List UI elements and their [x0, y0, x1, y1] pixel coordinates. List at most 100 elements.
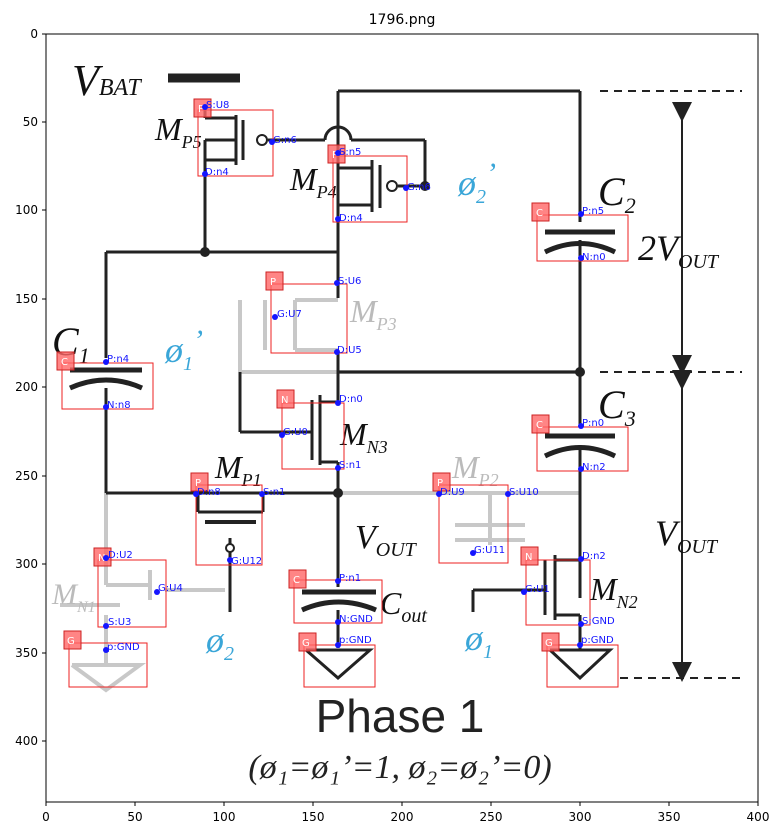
pin-label: G:U0 — [283, 427, 308, 438]
y-axis — [42, 33, 46, 742]
svg-text:N: N — [525, 552, 532, 563]
tag-gnd2: G — [298, 632, 317, 652]
tag-c1: C — [56, 351, 75, 371]
junction-dots — [200, 181, 585, 498]
pin-label: p:GND — [107, 642, 140, 653]
pin-label: P:n1 — [339, 573, 361, 584]
svg-text:P: P — [270, 277, 276, 288]
phi2-label: ø2 — [205, 620, 234, 665]
pin-label: P:n5 — [582, 206, 604, 217]
tag-c2: C — [531, 202, 550, 222]
svg-text:G: G — [302, 638, 310, 649]
svg-text:P: P — [195, 478, 201, 489]
mn2-label: MN2 — [589, 571, 638, 612]
bbox-gnd1 — [68, 642, 148, 688]
svg-text:G: G — [67, 636, 75, 647]
pin-label: D:n4 — [339, 213, 363, 224]
pin-dots — [103, 104, 584, 653]
mp3-label: MP3 — [349, 293, 397, 334]
pin-label: P:n0 — [582, 418, 604, 429]
two-vout-label: 2VOUT — [638, 228, 720, 273]
pin-label: S:n1 — [339, 460, 361, 471]
bubble-circles — [225, 134, 398, 553]
x-tick-labels: 0 50 100 150 200 250 300 350 400 — [42, 810, 769, 824]
svg-text:C: C — [536, 420, 543, 431]
y-tick-label: 150 — [15, 292, 38, 306]
annotation-overlays: P P C P C N C P P N C N G G G — [56, 98, 629, 688]
tag-mn3: N — [276, 389, 295, 409]
y-tick-label: 100 — [15, 203, 38, 217]
tag-mp3: P — [265, 271, 284, 291]
pin-label: S:n5 — [339, 147, 361, 158]
x-axis — [45, 802, 759, 806]
tag-gnd3: G — [541, 632, 560, 652]
pin-label: D:U5 — [337, 345, 362, 356]
mp5-label: MP5 — [154, 111, 202, 152]
cout-label: Cout — [380, 585, 427, 627]
pin-label: S:U8 — [206, 100, 229, 111]
x-tick-label: 350 — [658, 810, 681, 824]
pin-label: D:U2 — [108, 550, 133, 561]
pin-label: N:n8 — [107, 400, 131, 411]
mn1-label: MN1 — [51, 578, 96, 616]
tag-mn1: N — [93, 547, 112, 567]
svg-text:C: C — [536, 208, 543, 219]
bbox-mp2 — [438, 484, 509, 564]
y-tick-label: 300 — [15, 557, 38, 571]
c3-label: C3 — [598, 382, 636, 431]
bbox-mn1 — [97, 559, 167, 628]
pin-label: G:n6 — [273, 135, 297, 146]
y-tick-label: 200 — [15, 380, 38, 394]
pin-label: D:n8 — [197, 487, 221, 498]
bbox-mp3 — [270, 283, 348, 354]
phi2-prime-label: ø2’ — [457, 157, 496, 208]
pin-label: S:U10 — [509, 487, 539, 498]
x-tick-label: 50 — [127, 810, 142, 824]
tag-mp1: P — [190, 472, 209, 492]
svg-text:P: P — [198, 104, 204, 115]
pin-label: G:U4 — [158, 583, 183, 594]
pin-label: G:U11 — [474, 545, 505, 556]
pin-label: G:U12 — [231, 556, 262, 567]
pin-label: N:n0 — [582, 252, 606, 263]
voltage-markers — [600, 90, 742, 682]
type-tags: P P C P C N C P P N C N G G G — [56, 98, 560, 652]
inactive-wires — [60, 298, 580, 693]
x-tick-label: 150 — [302, 810, 325, 824]
vbat-label: VBAT — [72, 56, 142, 105]
axes-frame — [45, 33, 759, 803]
x-tick-label: 300 — [569, 810, 592, 824]
mp4-label: MP4 — [289, 161, 337, 202]
bbox-mp1 — [195, 484, 263, 566]
right-vout-label: VOUT — [655, 513, 719, 558]
pin-label: p:GND — [581, 635, 614, 646]
x-tick-label: 100 — [213, 810, 236, 824]
c2-label: C2 — [598, 169, 636, 218]
pin-label: G:n6 — [407, 182, 431, 193]
pin-label: N:GND — [339, 614, 373, 625]
pin-labels: S:U8 G:n6 D:n4 S:n5 G:n6 D:n4 P:n5 N:n0 … — [107, 100, 615, 653]
phi1-prime-label: ø1’ — [164, 324, 203, 375]
x-tick-label: 200 — [391, 810, 414, 824]
y-tick-label: 250 — [15, 469, 38, 483]
svg-text:C: C — [61, 357, 68, 368]
y-tick-labels: 0 50 100 150 200 250 300 350 400 — [15, 27, 38, 748]
pin-label: D:U9 — [440, 487, 465, 498]
svg-text:P: P — [332, 150, 338, 161]
y-tick-label: 0 — [30, 27, 38, 41]
y-tick-label: 350 — [15, 646, 38, 660]
tag-mp2: P — [432, 472, 451, 492]
phase-condition: (ø₁=ø₁’=1, ø₂=ø₂’=0) — [248, 749, 551, 786]
pin-label: D:n2 — [582, 551, 606, 562]
y-tick-label: 400 — [15, 734, 38, 748]
pin-label: D:n4 — [205, 167, 229, 178]
x-tick-label: 250 — [480, 810, 503, 824]
tag-gnd1: G — [63, 630, 82, 650]
pin-label: p:GND — [339, 635, 372, 646]
x-tick-label: 400 — [747, 810, 770, 824]
tag-cout: C — [288, 569, 307, 589]
pin-label: S:n1 — [263, 487, 285, 498]
svg-text:C: C — [293, 575, 300, 586]
svg-text:P: P — [437, 478, 443, 489]
